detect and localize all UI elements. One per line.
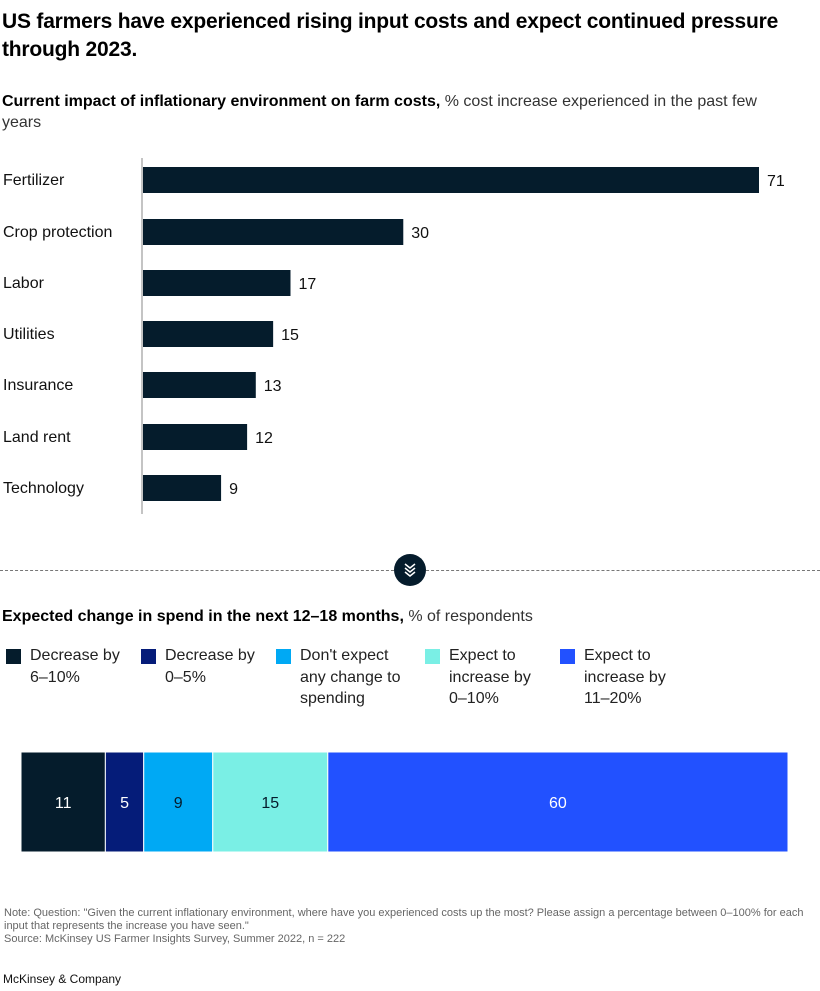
segment-value-label: 9 bbox=[174, 795, 183, 812]
legend: Decrease by 6–10% Decrease by 0–5% Don't exp… bbox=[6, 645, 690, 710]
segment-value-label: 60 bbox=[549, 795, 567, 812]
bar-chart-title: Current impact of inflationary environme… bbox=[2, 93, 441, 110]
legend-label: Expect to increase by 0–10% bbox=[449, 647, 531, 707]
chart-title: US farmers have experienced rising input… bbox=[2, 10, 779, 61]
segment-value-label: 15 bbox=[261, 795, 279, 812]
legend-swatch bbox=[141, 649, 156, 664]
stack-chart-title: Expected change in spend in the next 12–… bbox=[2, 608, 404, 625]
category-label: Crop protection bbox=[3, 224, 112, 241]
bar bbox=[143, 219, 404, 245]
source-text: Source: McKinsey US Farmer Insights Surv… bbox=[4, 933, 346, 945]
legend-label: Decrease by 0–5% bbox=[165, 647, 255, 686]
bar bbox=[143, 372, 256, 398]
legend-item: Decrease by 6–10% bbox=[6, 645, 141, 710]
legend-label: Decrease by 6–10% bbox=[30, 647, 120, 686]
bar-chart-subtitle: Current impact of inflationary environme… bbox=[2, 91, 792, 133]
value-label: 71 bbox=[767, 173, 785, 190]
value-label: 12 bbox=[255, 430, 273, 447]
category-label: Labor bbox=[3, 275, 45, 292]
stacked-bar-chart: 11 5 9 15 60 bbox=[20, 751, 789, 853]
legend-label: Don't expect any change to spending bbox=[300, 647, 401, 707]
category-label: Fertilizer bbox=[3, 172, 65, 189]
footnote: Note: Question: "Given the current infla… bbox=[4, 907, 816, 946]
value-label: 9 bbox=[229, 481, 238, 498]
stack-segment bbox=[143, 751, 214, 853]
bar bbox=[143, 167, 759, 193]
legend-item: Decrease by 0–5% bbox=[141, 645, 276, 710]
double-chevron-down-icon bbox=[394, 554, 426, 586]
legend-swatch bbox=[276, 649, 291, 664]
bar-chart-unit: % cost increase experienced in the past … bbox=[2, 93, 757, 131]
bar bbox=[143, 424, 248, 450]
note-text: Note: Question: "Given the current infla… bbox=[4, 907, 804, 932]
segment-value-label: 5 bbox=[120, 795, 129, 812]
value-label: 15 bbox=[281, 327, 299, 344]
legend-item: Expect to increase by 0–10% bbox=[425, 645, 560, 710]
stack-chart-subtitle: Expected change in spend in the next 12–… bbox=[2, 606, 533, 627]
value-label: 30 bbox=[411, 225, 429, 242]
bar-chart: Fertilizer 71 Crop protection 30 Labor 17 Util… bbox=[3, 158, 785, 514]
value-label: 13 bbox=[264, 378, 282, 395]
brand-logo-text: McKinsey & Company bbox=[3, 972, 122, 986]
bar bbox=[143, 475, 222, 501]
value-label: 17 bbox=[298, 276, 316, 293]
stack-segment bbox=[20, 751, 106, 853]
legend-swatch bbox=[425, 649, 440, 664]
legend-item: Don't expect any change to spending bbox=[276, 645, 425, 710]
bar bbox=[143, 270, 291, 296]
category-label: Insurance bbox=[3, 377, 73, 394]
bar bbox=[143, 321, 274, 347]
category-label: Utilities bbox=[3, 326, 55, 343]
category-label: Land rent bbox=[3, 429, 71, 446]
category-label: Technology bbox=[3, 480, 84, 497]
legend-item: Expect to increase by 11–20% bbox=[560, 645, 690, 710]
stack-chart-unit: % of respondents bbox=[408, 608, 533, 625]
segment-value-label: 11 bbox=[55, 795, 72, 812]
legend-label: Expect to increase by 11–20% bbox=[584, 647, 666, 707]
legend-swatch bbox=[6, 649, 21, 664]
stack-segment bbox=[212, 751, 329, 853]
stack-segment bbox=[327, 751, 789, 853]
legend-swatch bbox=[560, 649, 575, 664]
